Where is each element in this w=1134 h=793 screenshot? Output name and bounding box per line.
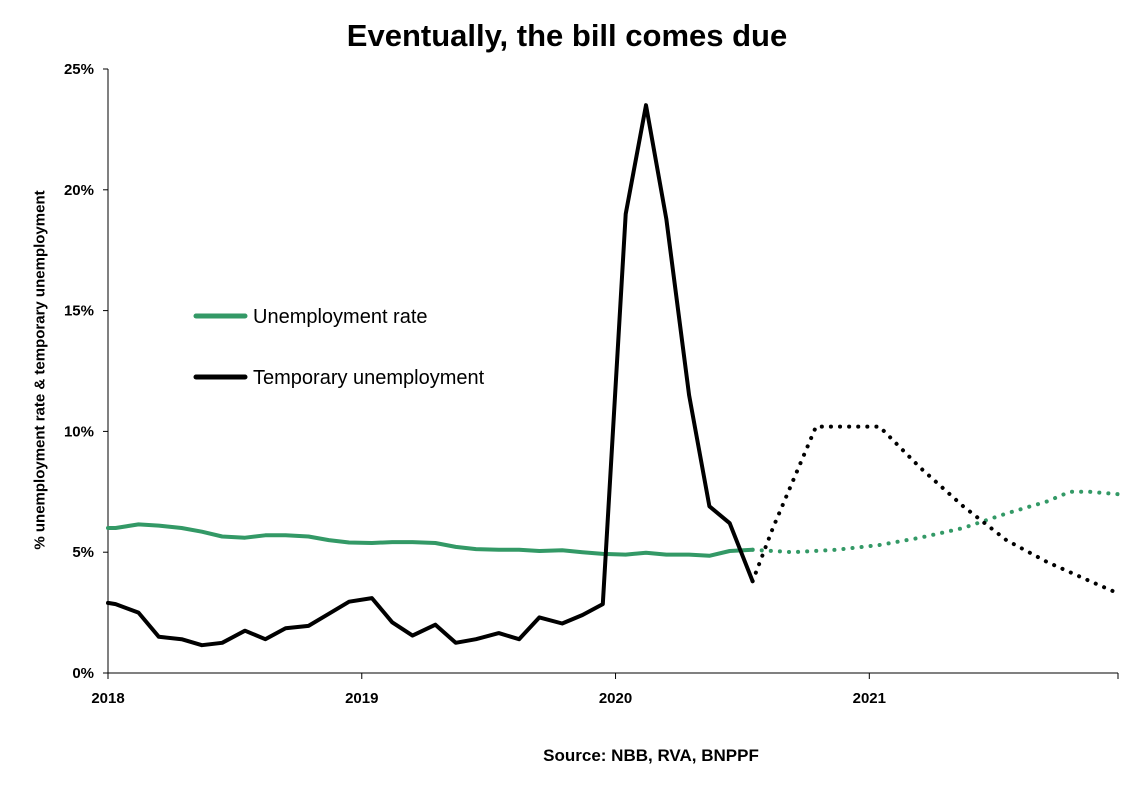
y-tick-label: 15% — [64, 303, 94, 320]
series-line-3 — [750, 424, 1120, 596]
series-line-1 — [750, 489, 1120, 555]
x-tick-label: 2020 — [599, 690, 632, 707]
y-tick-label: 25% — [64, 61, 94, 78]
source-note: Source: NBB, RVA, BNPPF — [543, 746, 759, 765]
y-tick-label: 5% — [72, 544, 94, 561]
series-line-0 — [106, 522, 755, 558]
x-tick-label: 2018 — [91, 690, 124, 707]
series-line-2 — [106, 103, 755, 648]
legend-label: Temporary unemployment — [253, 367, 485, 389]
y-tick-label: 10% — [64, 423, 94, 440]
chart-title: Eventually, the bill comes due — [346, 18, 788, 53]
x-tick-label: 2019 — [345, 690, 378, 707]
x-tick-label: 2021 — [853, 690, 886, 707]
y-tick-label: 20% — [64, 182, 94, 199]
y-tick-label: 0% — [72, 665, 94, 682]
legend-label: Unemployment rate — [253, 306, 428, 328]
